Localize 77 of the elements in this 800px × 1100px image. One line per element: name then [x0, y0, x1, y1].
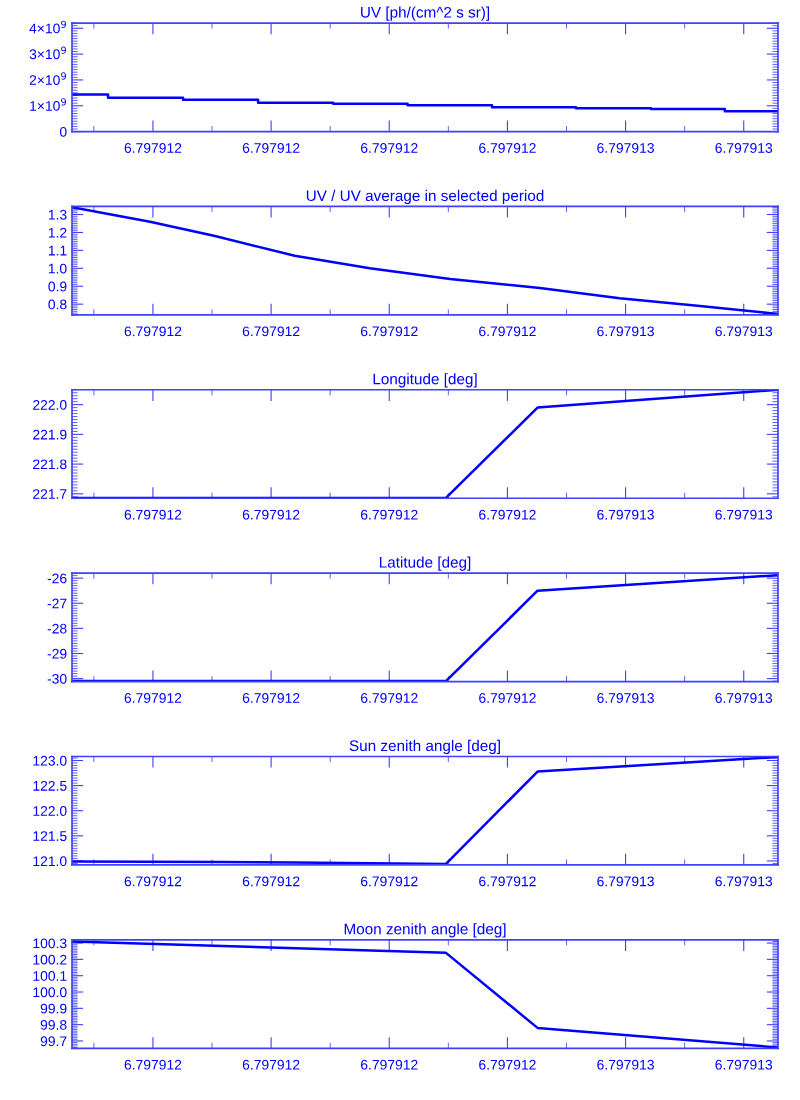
x-tick-label: 6.797912: [124, 693, 182, 703]
x-tick-label: 6.797913: [715, 509, 773, 520]
y-tick-label: 100.3: [33, 938, 67, 949]
x-tick-label: 6.797912: [124, 509, 182, 520]
x-tick-label: 6.797913: [715, 143, 773, 153]
y-tick-label: 4×10$^{9}$: [29, 20, 66, 34]
x-tick-label: 6.797913: [597, 876, 654, 887]
x-tick-label: 6.797913: [597, 693, 654, 703]
y-tick-label: 100.0: [33, 987, 67, 998]
y-tick-label: 221.7: [33, 489, 67, 499]
x-tick-label: 6.797912: [479, 876, 536, 887]
x-tick-label: 6.797912: [124, 143, 182, 153]
y-tick-label: 100.1: [33, 971, 67, 981]
line-series: [72, 756, 778, 865]
y-tick-label: 121.5: [33, 831, 67, 841]
x-tick-label: 6.797913: [715, 326, 773, 337]
x-tick-label: 6.797912: [124, 326, 182, 337]
y-tick-label: 100.2: [33, 954, 67, 965]
y-tick-label: 1.1: [48, 245, 67, 256]
y-tick-label: 99.9: [40, 1003, 67, 1014]
y-tick-label: 221.9: [33, 429, 67, 440]
y-tick-label: -27: [47, 598, 67, 609]
y-tick-label: 0.9: [48, 281, 67, 292]
x-tick-label: 6.797912: [361, 693, 418, 703]
x-tick-label: 6.797912: [361, 509, 418, 520]
y-tick-label: 1.3: [48, 209, 67, 220]
y-tick-label: 0.8: [48, 299, 67, 310]
x-tick-label: 6.797912: [242, 693, 300, 703]
x-tick-label: 6.797912: [124, 876, 182, 887]
y-tick-label: 122.0: [33, 806, 67, 816]
y-tick-label: 3×10$^{9}$: [29, 46, 66, 60]
y-tick-label: 0: [59, 126, 67, 137]
x-tick-label: 6.797913: [597, 326, 654, 337]
x-tick-label: 6.797913: [597, 1059, 654, 1070]
y-tick-label: 1×10$^{9}$: [30, 98, 66, 111]
x-tick-label: 6.797912: [361, 876, 418, 887]
x-tick-label: 6.797912: [479, 693, 536, 703]
chart-title: UV [ph/(cm^2 s sr)]: [361, 6, 490, 21]
x-tick-label: 6.797912: [361, 143, 418, 153]
x-tick-label: 6.797912: [242, 509, 300, 520]
x-tick-label: 6.797912: [479, 1059, 536, 1070]
x-tick-label: 6.797912: [242, 143, 300, 153]
y-tick-label: 222.0: [33, 399, 67, 410]
x-tick-label: 6.797912: [242, 326, 300, 337]
y-tick-label: 122.5: [33, 780, 67, 791]
x-tick-label: 6.797912: [361, 326, 418, 337]
chart-title: Latitude [deg]: [379, 556, 471, 571]
chart-title: Longitude [deg]: [373, 373, 477, 388]
y-tick-label: 1.0: [48, 263, 67, 274]
x-tick-label: 6.797912: [242, 1059, 300, 1070]
y-tick-label: -26: [47, 573, 67, 584]
x-tick-label: 6.797912: [479, 509, 536, 520]
y-tick-label: 221.8: [33, 459, 67, 470]
y-tick-label: -28: [47, 623, 67, 634]
x-tick-label: 6.797913: [715, 693, 773, 703]
x-tick-label: 6.797913: [597, 509, 654, 520]
x-tick-label: 6.797912: [242, 876, 300, 887]
y-tick-label: 99.8: [40, 1019, 67, 1030]
y-tick-label: -30: [47, 673, 67, 684]
line-series: [72, 940, 778, 1049]
chart-title: UV / UV average in selected period: [306, 189, 544, 205]
x-tick-label: 6.797913: [597, 143, 654, 153]
chart-title: Moon zenith angle [deg]: [344, 923, 506, 938]
y-tick-label: -29: [47, 648, 67, 659]
x-tick-label: 6.797912: [479, 143, 536, 153]
y-tick-label: 123.0: [33, 755, 67, 766]
x-tick-label: 6.797912: [479, 326, 536, 337]
x-tick-label: 6.797913: [715, 876, 773, 887]
x-tick-label: 6.797912: [124, 1059, 182, 1070]
y-tick-label: 99.7: [40, 1036, 67, 1047]
x-tick-label: 6.797912: [361, 1059, 418, 1070]
line-series: [72, 206, 778, 315]
y-tick-label: 2×10$^{9}$: [29, 72, 66, 85]
x-tick-label: 6.797913: [715, 1059, 773, 1070]
y-tick-label: 1.2: [48, 227, 67, 238]
y-tick-label: 121.0: [33, 856, 67, 867]
chart-title: Sun zenith angle [deg]: [349, 739, 500, 755]
